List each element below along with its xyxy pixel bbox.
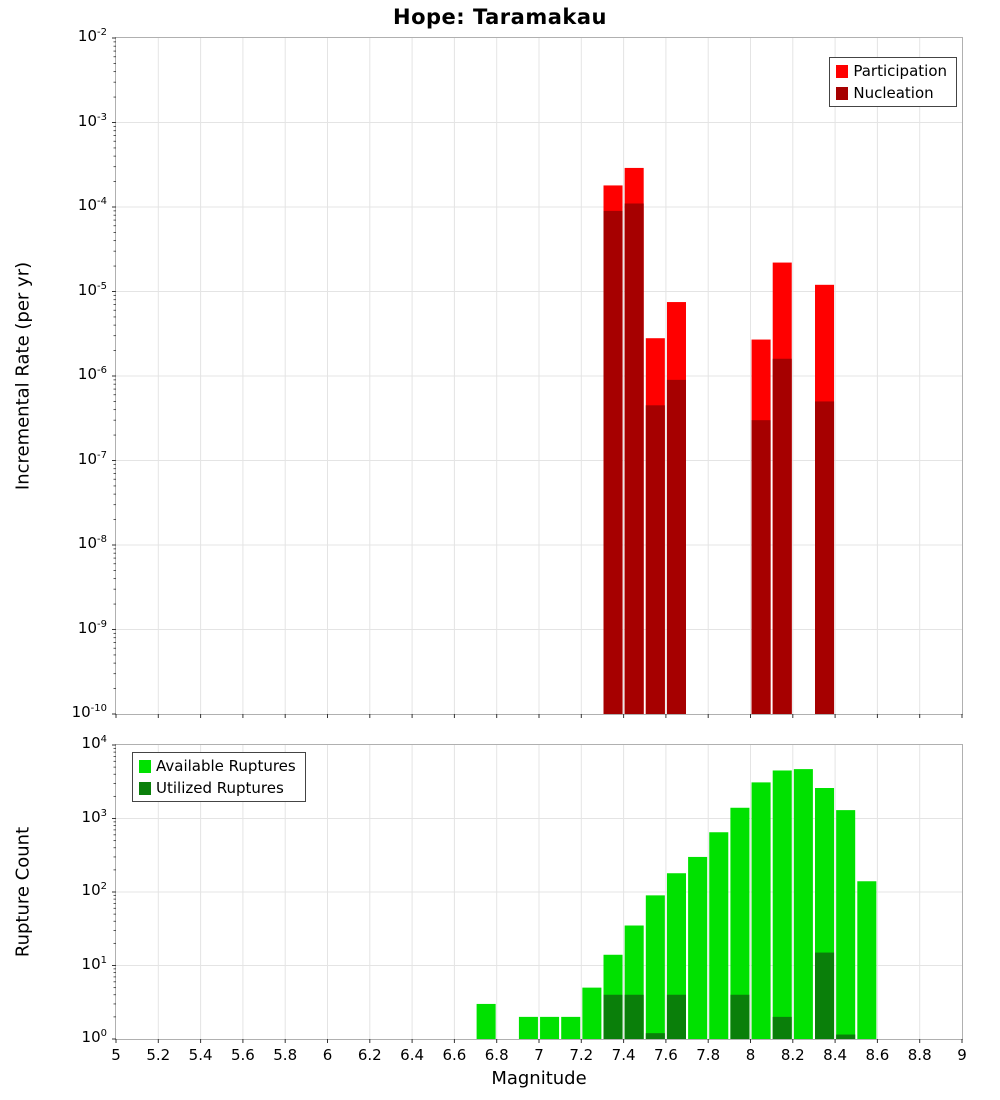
legend-swatch-icon xyxy=(836,86,849,100)
bar-nucleation xyxy=(603,210,623,714)
bar-available-ruptures xyxy=(793,769,813,1039)
x-tick-label: 6 xyxy=(322,1046,333,1064)
y-tick-label: 101 xyxy=(81,954,107,973)
bar-available-ruptures xyxy=(540,1016,560,1039)
bar-available-ruptures xyxy=(772,770,792,1039)
bar-available-ruptures xyxy=(476,1003,496,1039)
bar-utilized-ruptures xyxy=(624,994,644,1039)
y-tick-label: 10-2 xyxy=(77,27,107,45)
bar-nucleation xyxy=(624,203,644,714)
x-tick-label: 8 xyxy=(745,1046,756,1064)
bar-available-ruptures xyxy=(751,782,771,1039)
legend: Available Ruptures Utilized Ruptures xyxy=(132,752,306,802)
y-tick-label: 104 xyxy=(81,734,107,752)
y-tick-label: 10-10 xyxy=(71,703,107,721)
x-tick-label: 6.4 xyxy=(400,1046,425,1064)
bottom-y-axis-label: Rupture Count xyxy=(12,826,34,958)
x-tick-label: 7.6 xyxy=(653,1046,678,1064)
bar-available-ruptures xyxy=(518,1016,538,1039)
legend-entry: Utilized Ruptures xyxy=(139,779,296,797)
bar-utilized-ruptures xyxy=(666,994,686,1039)
bar-nucleation xyxy=(751,420,771,714)
y-tick-label: 10-6 xyxy=(77,365,107,383)
y-tick-label: 10-4 xyxy=(77,196,107,214)
x-tick-label: 8.6 xyxy=(865,1046,890,1064)
legend-label: Participation xyxy=(853,62,947,80)
x-tick-label: 6.8 xyxy=(484,1046,509,1064)
legend: Participation Nucleation xyxy=(829,57,957,107)
bar-available-ruptures xyxy=(645,895,665,1039)
top-y-axis-label: Incremental Rate (per yr) xyxy=(12,261,34,491)
legend-entry: Available Ruptures xyxy=(139,757,296,775)
x-tick-label: 9 xyxy=(957,1046,967,1064)
bar-available-ruptures xyxy=(582,987,602,1039)
bar-nucleation xyxy=(815,401,835,714)
x-tick-label: 5 xyxy=(111,1046,121,1064)
bar-available-ruptures xyxy=(688,856,708,1039)
bar-available-ruptures xyxy=(857,881,877,1039)
legend-entry: Participation xyxy=(836,62,947,80)
bar-utilized-ruptures xyxy=(603,994,623,1039)
x-tick-label: 5.2 xyxy=(146,1046,171,1064)
bar-utilized-ruptures xyxy=(645,1033,665,1039)
legend-entry: Nucleation xyxy=(836,84,947,102)
y-tick-label: 10-3 xyxy=(77,111,107,130)
y-tick-label: 10-5 xyxy=(77,280,107,299)
y-tick-label: 100 xyxy=(81,1028,107,1046)
x-tick-label: 5.4 xyxy=(188,1046,213,1064)
bar-nucleation xyxy=(666,379,686,714)
bar-utilized-ruptures xyxy=(836,1034,856,1039)
legend-swatch-icon xyxy=(139,781,151,795)
y-tick-label: 102 xyxy=(81,881,107,899)
legend-label: Nucleation xyxy=(853,84,934,102)
x-tick-label: 7 xyxy=(534,1046,544,1064)
y-tick-label: 103 xyxy=(81,807,107,826)
legend-swatch-icon xyxy=(836,64,849,78)
x-tick-label: 8.4 xyxy=(823,1046,848,1064)
bar-nucleation xyxy=(772,358,792,714)
bar-available-ruptures xyxy=(709,832,729,1039)
x-tick-label: 7.4 xyxy=(611,1046,636,1064)
rate-plot-area: Participation Nucleation xyxy=(112,37,963,718)
bar-utilized-ruptures xyxy=(772,1016,792,1039)
y-tick-label: 10-7 xyxy=(77,449,107,468)
bar-available-ruptures xyxy=(836,810,856,1039)
x-tick-label: 7.2 xyxy=(569,1046,594,1064)
count-bars-canvas xyxy=(112,744,963,1043)
chart-title: Hope: Taramakau xyxy=(393,5,607,29)
x-tick-label: 5.6 xyxy=(230,1046,255,1064)
legend-swatch-icon xyxy=(139,759,151,773)
y-tick-label: 10-8 xyxy=(77,534,107,552)
x-tick-label: 6.6 xyxy=(442,1046,467,1064)
x-tick-label: 5.8 xyxy=(273,1046,298,1064)
bar-available-ruptures xyxy=(561,1016,581,1039)
bar-utilized-ruptures xyxy=(815,952,835,1039)
x-tick-label: 6.2 xyxy=(357,1046,382,1064)
count-plot-area: Available Ruptures Utilized Ruptures xyxy=(112,744,963,1043)
x-axis-label: Magnitude xyxy=(491,1068,587,1089)
legend-label: Available Ruptures xyxy=(156,757,296,775)
x-tick-label: 8.2 xyxy=(780,1046,805,1064)
rate-bars-canvas xyxy=(112,37,963,718)
legend-label: Utilized Ruptures xyxy=(156,779,284,797)
y-tick-label: 10-9 xyxy=(77,618,107,637)
bar-available-ruptures xyxy=(730,807,750,1039)
bar-utilized-ruptures xyxy=(730,994,750,1039)
bar-nucleation xyxy=(645,405,665,714)
x-tick-label: 8.8 xyxy=(907,1046,932,1064)
x-tick-label: 7.8 xyxy=(696,1046,721,1064)
